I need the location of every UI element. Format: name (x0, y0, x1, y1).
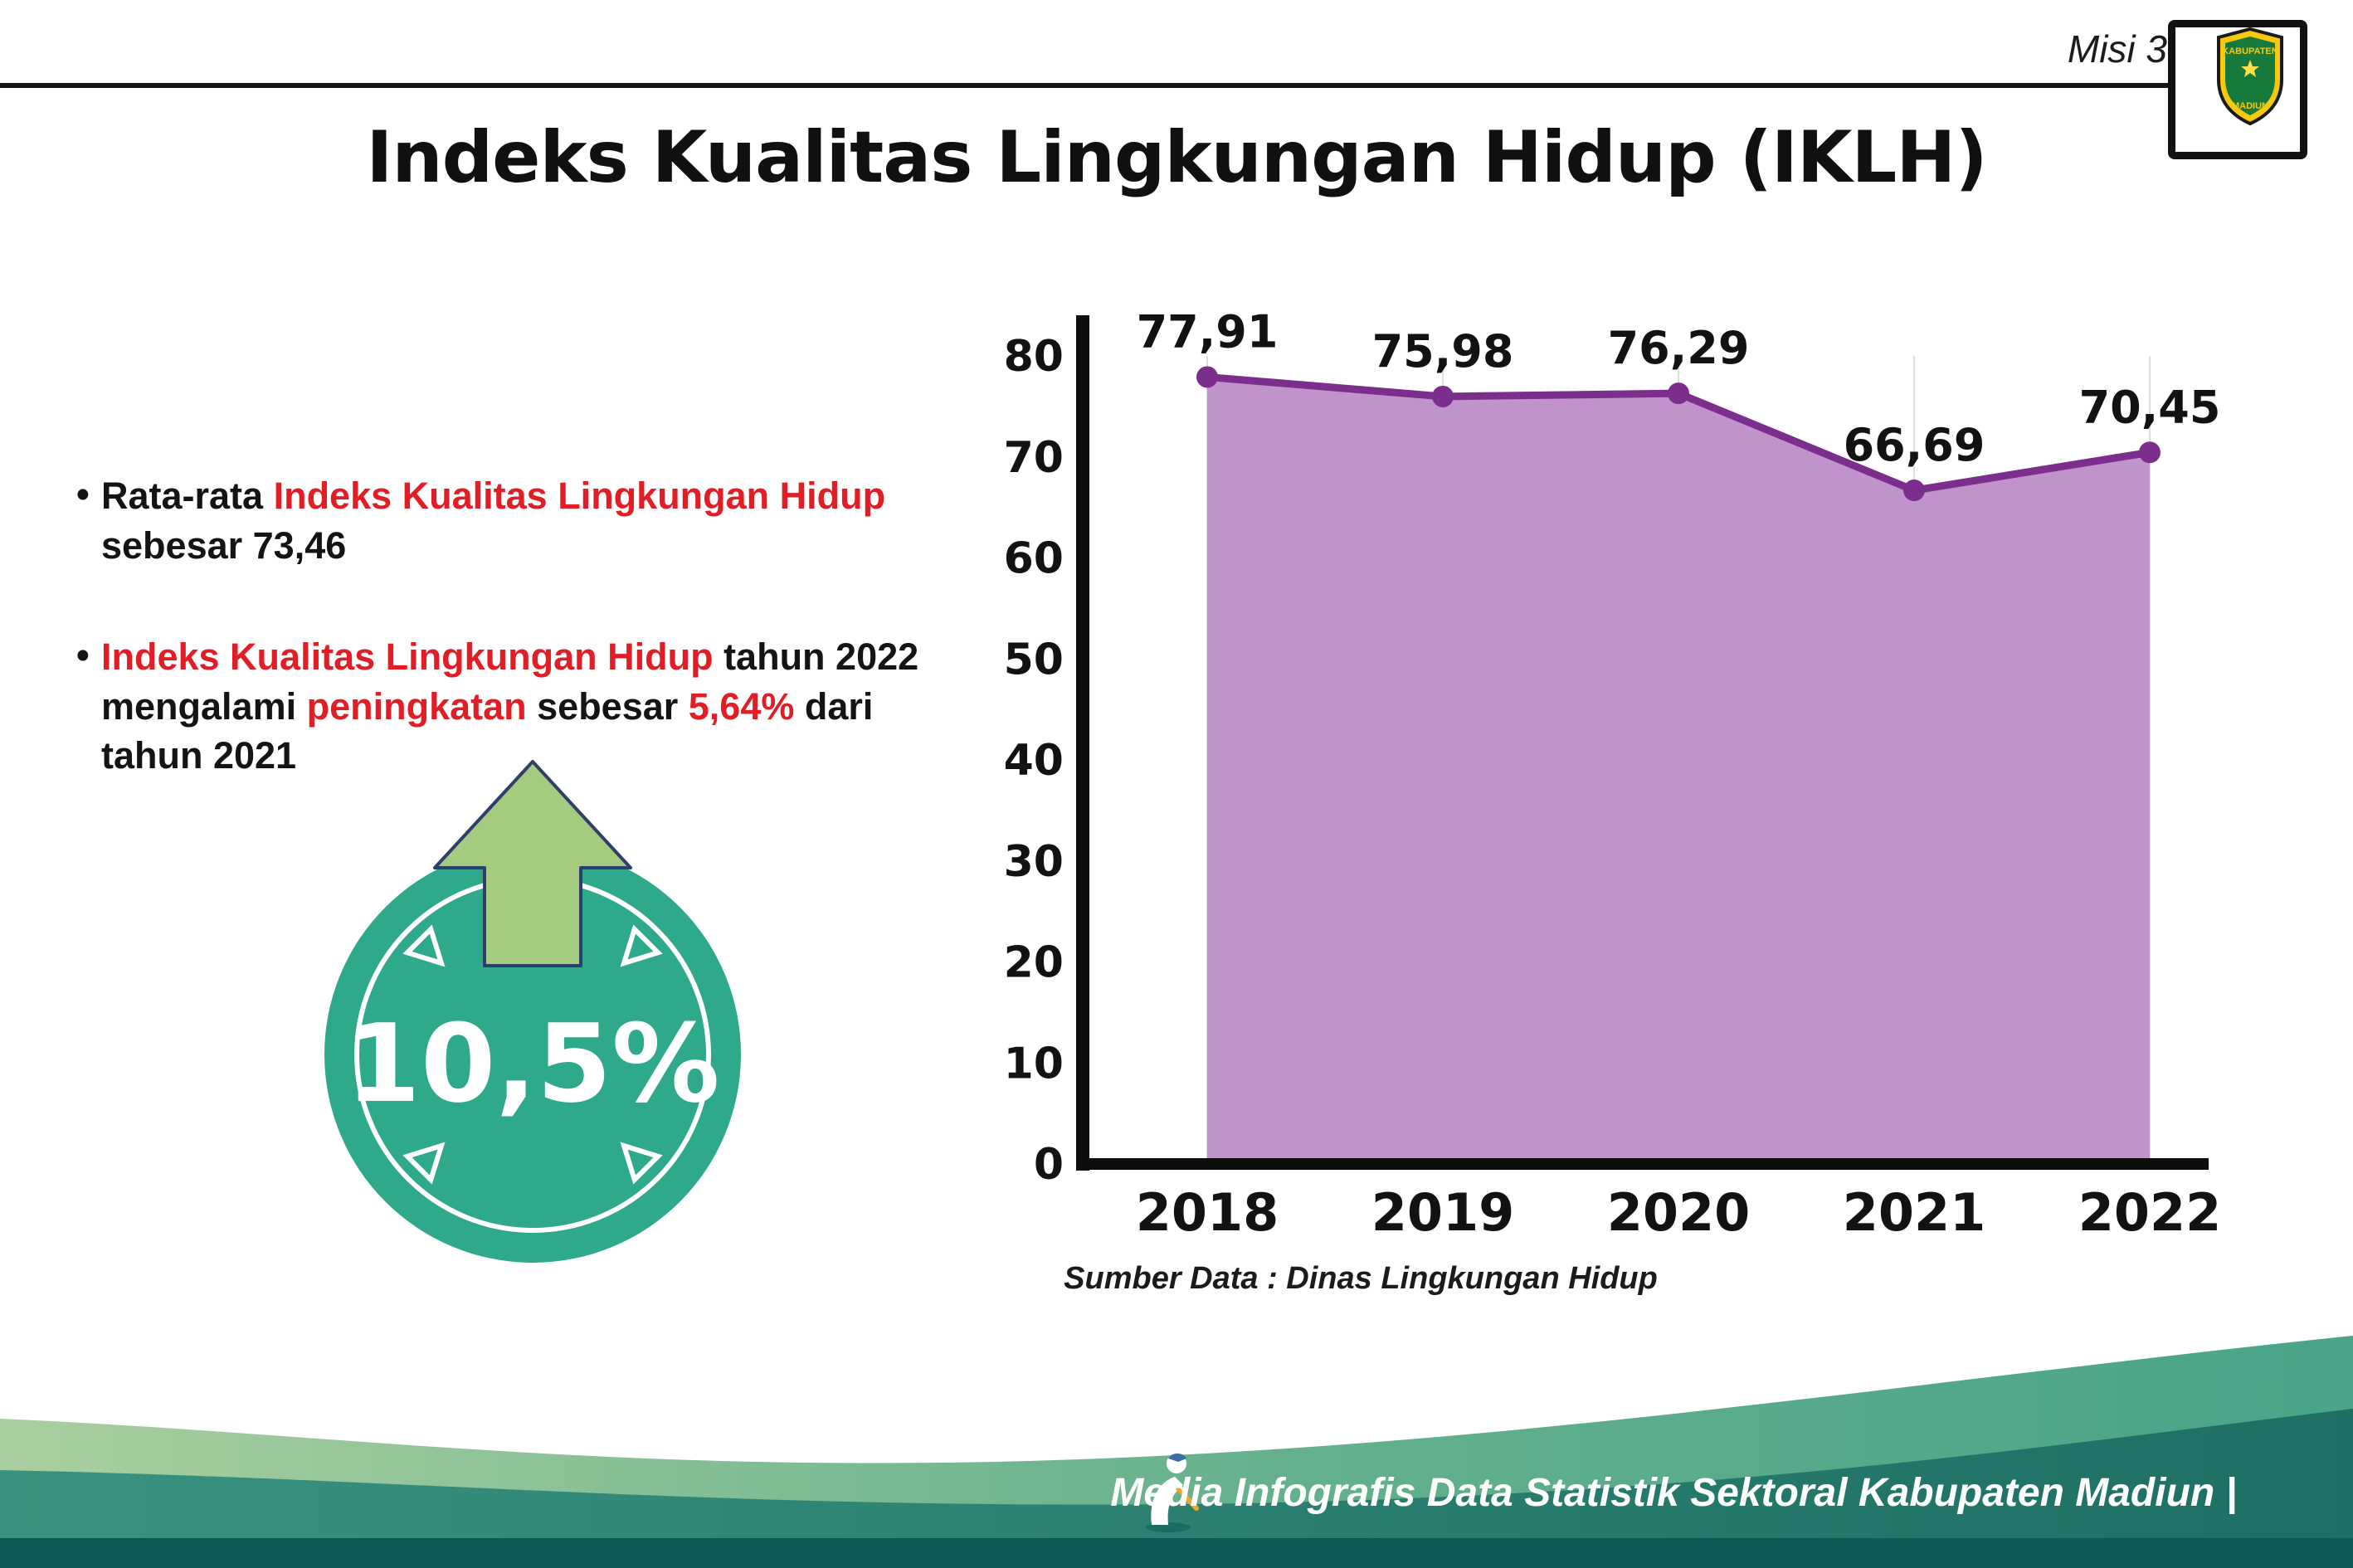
value-label: 77,91 (1137, 305, 1279, 358)
kabupaten-madiun-logo: KABUPATEN MADIUN (2217, 27, 2283, 126)
bullet1-seg2: Indeks Kualitas Lingkungan Hidup (273, 475, 886, 517)
badge-triangle-nw (402, 924, 446, 967)
data-point (1432, 385, 1454, 407)
value-label: 75,98 (1372, 325, 1514, 377)
badge-circle (324, 846, 741, 1263)
source-note: Sumber Data : Dinas Lingkungan Hidup (1064, 1261, 1658, 1296)
footer-waves (0, 1336, 2353, 1568)
data-point (1668, 382, 1689, 405)
bullet2-seg5: 5,64% (688, 684, 795, 728)
y-tick-label: 80 (1004, 332, 1064, 382)
star-icon (2241, 60, 2259, 77)
footer-credit: Media Infografis Data Statistik Sektoral… (1110, 1471, 2237, 1515)
x-tick-label: 2018 (1136, 1182, 1279, 1243)
shield-field (2225, 37, 2275, 115)
bullet2-seg1: Indeks Kualitas Lingkungan Hidup (101, 635, 714, 678)
bullet-marker: • (76, 633, 90, 676)
bullet2-seg2: tahun 2022 mengalami (101, 635, 919, 728)
y-tick-label: 0 (1034, 1140, 1064, 1190)
data-point (2139, 441, 2161, 464)
footer-bottom-strip (0, 1538, 2353, 1568)
statistics-mascot-icon (1146, 1454, 1199, 1532)
data-point (1196, 366, 1218, 388)
footer-wave-dark (0, 1409, 2353, 1568)
bullet1-seg1: Rata-rata (101, 475, 274, 517)
x-tick-label: 2019 (1371, 1182, 1515, 1243)
iklh-chart: 0 10 20 30 40 50 60 70 80 2018 2019 2020 2021 2022 77,… (1004, 305, 2222, 1243)
logo-bottom-text: MADIUN (2232, 101, 2268, 111)
y-tick-label: 60 (1004, 534, 1064, 584)
y-tick-label: 50 (1004, 635, 1064, 684)
bullet2-seg4: sebesar (526, 684, 689, 728)
increase-badge: 10,5% (324, 760, 741, 1263)
badge-triangle-sw (402, 1142, 446, 1185)
x-tick-label: 2020 (1607, 1182, 1751, 1243)
bullet-item-average: • Rata-rata Indeks Kualitas Lingkungan H… (76, 471, 968, 571)
up-arrow-icon (433, 760, 632, 967)
badge-triangle-se (620, 1142, 663, 1185)
misi-label: Misi 3 (2067, 27, 2167, 71)
x-tick-label: 2022 (2078, 1182, 2222, 1243)
badge-value: 10,5% (345, 1001, 719, 1127)
bullet1-seg3: sebesar 73,46 (101, 523, 347, 567)
logo-top-text: KABUPATEN (2222, 46, 2277, 56)
value-label: 70,45 (2079, 381, 2221, 433)
y-tick-label: 70 (1004, 433, 1064, 483)
y-tick-label: 10 (1004, 1039, 1064, 1088)
bullet-marker: • (76, 473, 90, 515)
header-rule (0, 83, 2190, 88)
area-fill (1207, 377, 2150, 1164)
data-point (1903, 480, 1925, 502)
x-tick-label: 2021 (1843, 1182, 1986, 1243)
value-label: 66,69 (1844, 419, 1985, 471)
bullet-item-increase: • Indeks Kualitas Lingkungan Hidup tahun… (76, 632, 968, 782)
page-title: Indeks Kualitas Lingkungan Hidup (IKLH) (366, 116, 1987, 199)
y-tick-label: 20 (1004, 938, 1064, 988)
y-tick-label: 30 (1004, 837, 1064, 887)
bullet2-seg6: dari tahun 2021 (101, 684, 874, 777)
value-label: 76,29 (1608, 322, 1750, 374)
bullet2-seg3: peningkatan (306, 684, 527, 728)
y-tick-label: 40 (1004, 736, 1064, 786)
badge-triangle-ne (620, 924, 663, 967)
notes-block: • Rata-rata Indeks Kualitas Lingkungan H… (76, 471, 968, 842)
